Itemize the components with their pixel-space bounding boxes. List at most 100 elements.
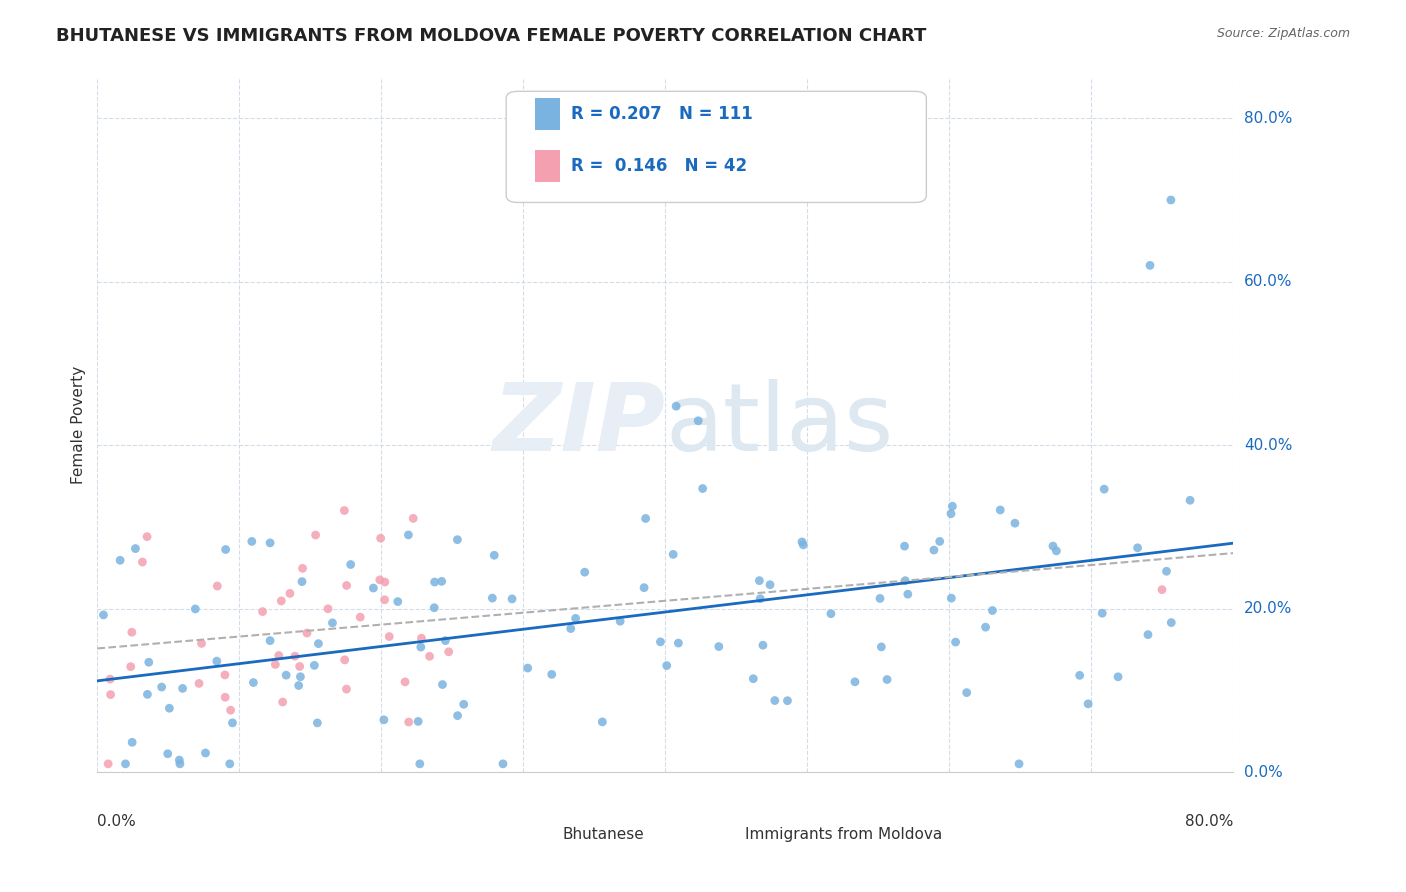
Point: [453, 698, 475, 712]
Point: [264, 657, 287, 672]
Point: [897, 587, 920, 601]
Point: [634, 511, 657, 525]
Point: [876, 673, 898, 687]
Point: [1178, 493, 1201, 508]
Point: [574, 565, 596, 579]
Point: [398, 714, 420, 729]
Point: [219, 703, 242, 717]
Point: [941, 500, 963, 514]
Text: 60.0%: 60.0%: [1244, 274, 1292, 289]
Point: [156, 747, 179, 761]
Point: [666, 636, 689, 650]
Point: [893, 539, 915, 553]
Point: [321, 615, 343, 630]
Point: [214, 542, 236, 557]
FancyBboxPatch shape: [534, 98, 560, 129]
Text: 0.0%: 0.0%: [97, 814, 136, 829]
Point: [928, 534, 950, 549]
Point: [1091, 606, 1114, 620]
Point: [411, 632, 433, 646]
Point: [870, 640, 893, 654]
Point: [1042, 539, 1064, 553]
Point: [650, 635, 672, 649]
Point: [136, 687, 159, 701]
Point: [516, 661, 538, 675]
Point: [136, 530, 159, 544]
Point: [93, 607, 115, 622]
Point: [291, 561, 314, 575]
Point: [446, 708, 468, 723]
Point: [481, 591, 503, 606]
Point: [869, 591, 891, 606]
Point: [484, 548, 506, 562]
Point: [284, 649, 307, 664]
Point: [271, 695, 294, 709]
Point: [121, 735, 143, 749]
Point: [387, 594, 409, 608]
Point: [688, 414, 710, 428]
Point: [339, 558, 361, 572]
Point: [939, 507, 962, 521]
Point: [396, 528, 419, 542]
Point: [707, 640, 730, 654]
Point: [564, 611, 586, 625]
Point: [169, 756, 191, 771]
Point: [333, 653, 356, 667]
Point: [609, 614, 631, 628]
Point: [259, 633, 281, 648]
Point: [108, 553, 131, 567]
Point: [138, 655, 160, 669]
Text: Immigrants from Moldova: Immigrants from Moldova: [745, 827, 942, 842]
Point: [1107, 670, 1129, 684]
Point: [446, 533, 468, 547]
Point: [1004, 516, 1026, 531]
FancyBboxPatch shape: [529, 824, 557, 845]
Point: [790, 535, 813, 549]
Point: [98, 672, 121, 686]
Point: [692, 482, 714, 496]
Point: [591, 714, 613, 729]
Point: [172, 681, 194, 696]
Point: [242, 675, 264, 690]
Text: 40.0%: 40.0%: [1244, 438, 1292, 452]
Point: [665, 399, 688, 413]
Point: [287, 679, 309, 693]
Point: [307, 715, 329, 730]
Point: [540, 667, 562, 681]
Text: atlas: atlas: [665, 379, 893, 471]
Point: [974, 620, 997, 634]
Point: [501, 591, 523, 606]
Point: [406, 714, 429, 729]
Point: [763, 693, 786, 707]
Point: [394, 674, 416, 689]
Point: [1126, 541, 1149, 555]
Point: [184, 602, 207, 616]
Point: [1139, 259, 1161, 273]
Y-axis label: Female Poverty: Female Poverty: [72, 366, 86, 483]
Point: [100, 688, 122, 702]
Point: [1156, 564, 1178, 578]
Point: [307, 637, 329, 651]
Point: [131, 555, 153, 569]
Point: [295, 626, 318, 640]
Point: [1160, 193, 1182, 207]
Point: [252, 605, 274, 619]
Text: 20.0%: 20.0%: [1244, 601, 1292, 616]
Text: 80.0%: 80.0%: [1185, 814, 1233, 829]
Point: [981, 603, 1004, 617]
Point: [988, 503, 1011, 517]
Text: ZIP: ZIP: [492, 379, 665, 471]
Point: [844, 674, 866, 689]
Point: [409, 756, 432, 771]
Point: [349, 610, 371, 624]
Point: [409, 640, 432, 654]
Point: [114, 756, 136, 771]
Point: [240, 534, 263, 549]
FancyBboxPatch shape: [710, 824, 740, 845]
Point: [402, 511, 425, 525]
Point: [759, 578, 782, 592]
Point: [205, 654, 228, 668]
Point: [1077, 697, 1099, 711]
Point: [335, 682, 357, 697]
Point: [150, 680, 173, 694]
